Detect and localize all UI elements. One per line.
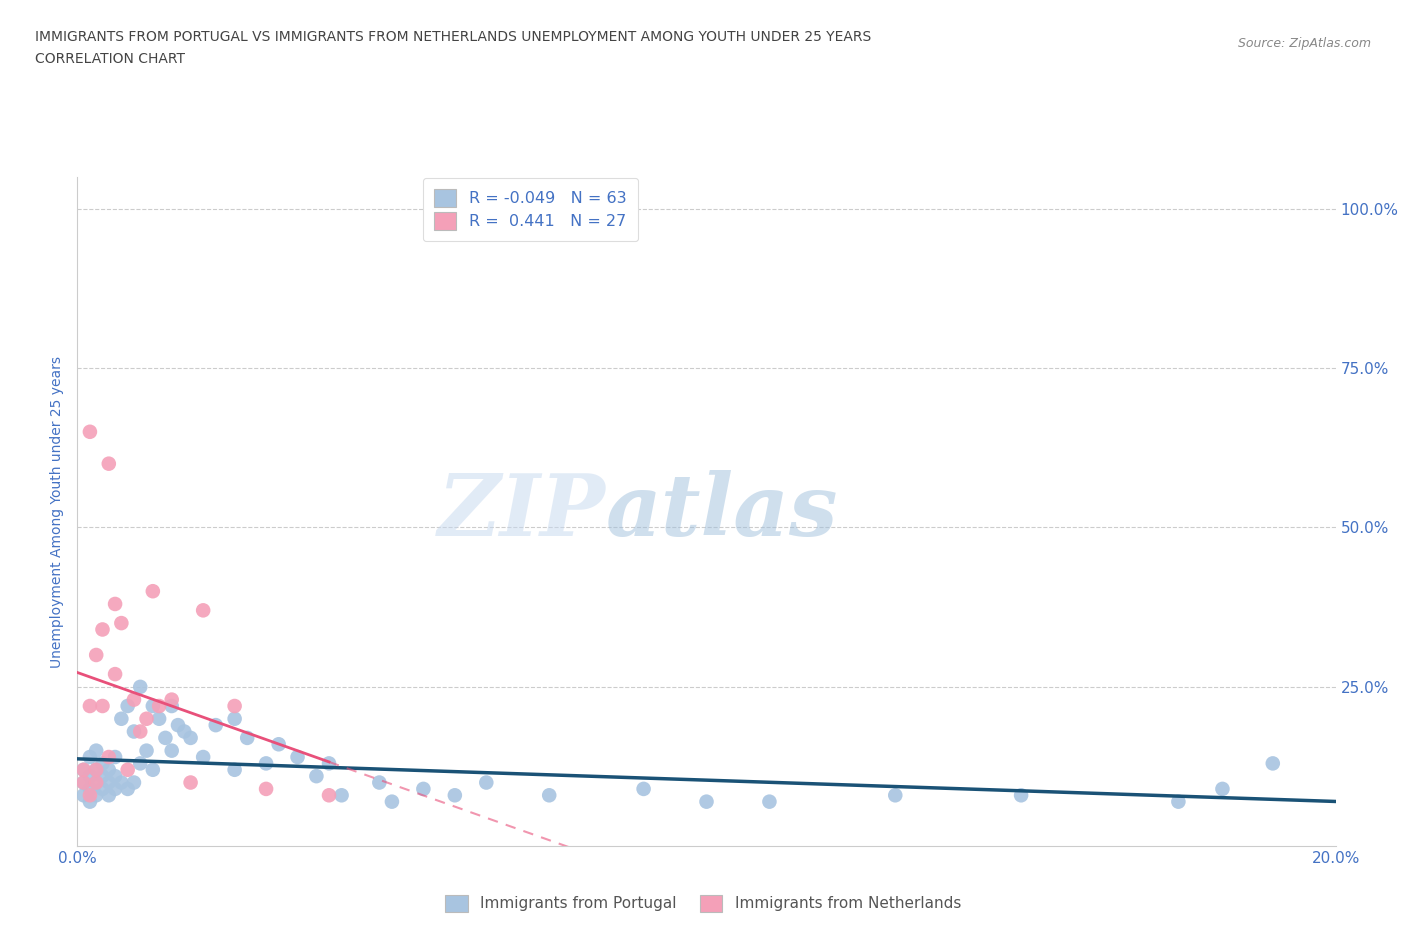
Point <box>84 647 107 662</box>
Point <box>1261 756 1284 771</box>
Point <box>148 711 170 726</box>
Point <box>696 794 718 809</box>
Text: CORRELATION CHART: CORRELATION CHART <box>35 52 186 66</box>
Point <box>191 603 215 618</box>
Point <box>117 698 139 713</box>
Point <box>72 788 94 803</box>
Text: ZIP: ZIP <box>439 470 606 553</box>
Point <box>97 775 120 790</box>
Point <box>122 692 145 707</box>
Point <box>79 781 101 796</box>
Point <box>79 788 101 803</box>
Point <box>129 756 152 771</box>
Point <box>236 730 259 745</box>
Point <box>160 698 183 713</box>
Point <box>84 788 107 803</box>
Point <box>160 743 183 758</box>
Point <box>884 788 907 803</box>
Point <box>142 698 165 713</box>
Point <box>91 698 114 713</box>
Point <box>117 781 139 796</box>
Point <box>110 775 132 790</box>
Point <box>305 769 328 784</box>
Point <box>79 698 101 713</box>
Text: Source: ZipAtlas.com: Source: ZipAtlas.com <box>1237 37 1371 50</box>
Point <box>84 743 107 758</box>
Point <box>110 616 132 631</box>
Point <box>129 724 152 739</box>
Point <box>142 584 165 599</box>
Point <box>155 730 177 745</box>
Point <box>79 750 101 764</box>
Point <box>224 763 246 777</box>
Y-axis label: Unemployment Among Youth under 25 years: Unemployment Among Youth under 25 years <box>51 355 65 668</box>
Point <box>538 788 561 803</box>
Point <box>84 775 107 790</box>
Point <box>79 794 101 809</box>
Point <box>180 775 202 790</box>
Point <box>97 750 120 764</box>
Point <box>104 781 127 796</box>
Point <box>173 724 195 739</box>
Point <box>224 698 246 713</box>
Point <box>91 769 114 784</box>
Point <box>79 424 101 439</box>
Point <box>91 622 114 637</box>
Point <box>72 775 94 790</box>
Point <box>135 743 157 758</box>
Point <box>135 711 157 726</box>
Point <box>72 763 94 777</box>
Point <box>180 730 202 745</box>
Point <box>475 775 498 790</box>
Point <box>104 769 127 784</box>
Point <box>97 763 120 777</box>
Point <box>318 756 340 771</box>
Point <box>1211 781 1233 796</box>
Point <box>160 692 183 707</box>
Point <box>191 750 215 764</box>
Point <box>267 737 290 751</box>
Point <box>204 718 226 733</box>
Point <box>148 698 170 713</box>
Text: IMMIGRANTS FROM PORTUGAL VS IMMIGRANTS FROM NETHERLANDS UNEMPLOYMENT AMONG YOUTH: IMMIGRANTS FROM PORTUGAL VS IMMIGRANTS F… <box>35 30 872 44</box>
Point <box>84 763 107 777</box>
Point <box>167 718 190 733</box>
Point <box>91 756 114 771</box>
Point <box>1167 794 1189 809</box>
Point <box>1010 788 1032 803</box>
Point <box>287 750 309 764</box>
Point <box>224 711 246 726</box>
Text: atlas: atlas <box>606 470 838 553</box>
Point <box>97 457 120 472</box>
Point <box>758 794 780 809</box>
Point <box>110 711 132 726</box>
Point <box>72 775 94 790</box>
Point <box>330 788 353 803</box>
Point <box>122 724 145 739</box>
Point <box>318 788 340 803</box>
Point <box>129 680 152 695</box>
Point <box>633 781 655 796</box>
Point <box>254 756 277 771</box>
Point <box>104 667 127 682</box>
Point <box>381 794 404 809</box>
Point <box>84 763 107 777</box>
Point <box>142 763 165 777</box>
Point <box>84 775 107 790</box>
Point <box>104 596 127 611</box>
Point <box>79 769 101 784</box>
Point <box>91 781 114 796</box>
Point <box>97 788 120 803</box>
Point <box>72 763 94 777</box>
Point <box>412 781 434 796</box>
Legend: Immigrants from Portugal, Immigrants from Netherlands: Immigrants from Portugal, Immigrants fro… <box>439 889 967 918</box>
Legend: R = -0.049   N = 63, R =  0.441   N = 27: R = -0.049 N = 63, R = 0.441 N = 27 <box>423 178 638 241</box>
Point <box>444 788 467 803</box>
Point <box>117 763 139 777</box>
Point <box>104 750 127 764</box>
Point <box>122 775 145 790</box>
Point <box>368 775 391 790</box>
Point <box>254 781 277 796</box>
